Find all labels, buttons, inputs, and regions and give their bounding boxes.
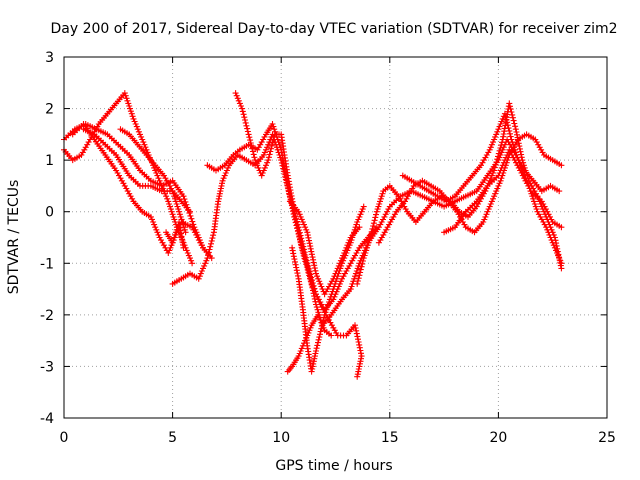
x-axis-label: GPS time / hours xyxy=(275,458,392,474)
y-tick-label: -2 xyxy=(40,308,54,324)
data-point-markers xyxy=(354,100,565,287)
x-tick-label: 0 xyxy=(60,430,69,446)
data-series-5 xyxy=(117,126,193,215)
data-series-6 xyxy=(163,219,187,251)
x-tick-label: 5 xyxy=(168,430,177,446)
data-series-4 xyxy=(80,126,189,236)
data-series-12 xyxy=(286,198,363,298)
y-tick-label: -3 xyxy=(40,359,54,375)
data-point-markers xyxy=(232,90,365,380)
axis-ticks: 0 5 10 15 20 25 -4 -3 -2 -1 0 1 2 3 xyxy=(40,50,616,446)
x-tick-label: 15 xyxy=(381,430,399,446)
y-tick-label: 1 xyxy=(45,153,54,169)
data-point-markers xyxy=(80,126,189,236)
data-point-markers xyxy=(441,146,565,236)
plot-frame xyxy=(63,56,608,419)
y-tick-label: 3 xyxy=(45,50,54,66)
x-tick-label: 25 xyxy=(598,430,616,446)
y-tick-label: -1 xyxy=(40,256,54,272)
x-tick-label: 20 xyxy=(489,430,507,446)
x-tick-label: 10 xyxy=(272,430,290,446)
y-tick-label: 2 xyxy=(45,102,54,118)
y-tick-label: -4 xyxy=(40,411,54,427)
y-axis-label: SDTVAR / TECUs xyxy=(6,180,22,295)
data-series-15 xyxy=(399,110,565,267)
data-point-markers xyxy=(163,219,187,251)
data-series-9 xyxy=(232,90,365,380)
data-series-16 xyxy=(441,146,565,236)
chart-title: Day 200 of 2017, Sidereal Day-to-day VTE… xyxy=(51,21,618,37)
data-point-markers xyxy=(286,198,363,298)
y-tick-label: 0 xyxy=(45,205,54,221)
data-point-markers xyxy=(117,126,193,215)
